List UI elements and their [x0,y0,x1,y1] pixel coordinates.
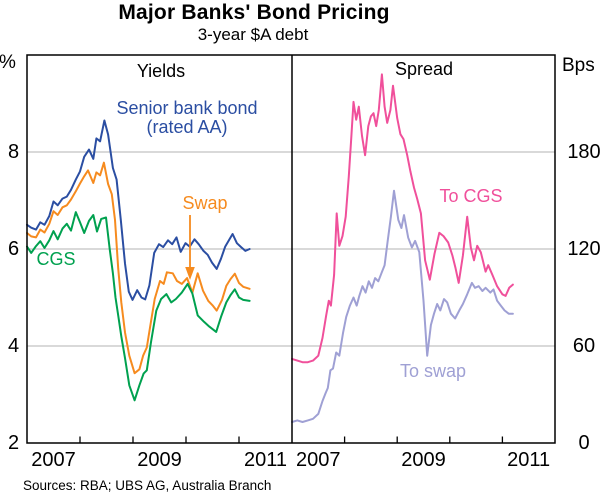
x-year-label-spread-2011: 2011 [507,449,551,471]
series-label-to-cgs: To CGS [439,186,503,206]
series-label-senior-line1: Senior bank bond [116,98,258,118]
panel-title-yields: Yields [136,61,186,81]
chart-subtitle: 3-year $A debt [197,25,309,44]
x-year-label-spread-2009: 2009 [401,449,446,471]
series-line-to_cgs [291,73,514,364]
y-axis-label-right-120: 120 [567,238,600,260]
series-label-senior-bank-bond: Senior bank bond (rated AA) [116,99,257,137]
series-label-cgs: CGS [36,249,76,269]
sources-note: Sources: RBA; UBS AG, Australia Branch [23,478,272,493]
plot-frame [26,54,556,444]
y-axis-label-left-6: 6 [7,238,20,260]
y-axis-label-right-60: 60 [572,335,596,357]
x-year-label-spread-2007: 2007 [296,449,341,471]
series-label-to-swap: To swap [399,361,467,381]
y-axis-label-left-8: 8 [7,141,20,163]
right-axis-unit-label: Bps [562,55,595,76]
y-axis-label-right-0: 0 [578,432,590,454]
y-axis-label-right-180: 180 [567,141,600,163]
series-line-cgs [26,211,251,402]
series-line-to_swap [291,189,514,423]
left-axis-unit-label: % [0,52,16,73]
page-title: Major Banks' Bond Pricing [118,1,390,24]
series-label-senior-line2: (rated AA) [146,117,228,137]
series-label-swap: Swap [182,193,228,213]
swap-arrow-icon [185,215,195,280]
x-year-label-yields-2007: 2007 [31,449,76,471]
y-axis-label-left-4: 4 [7,335,20,357]
swap-arrow-head [185,267,195,280]
panel-title-spread: Spread [394,59,454,79]
x-year-label-yields-2009: 2009 [137,449,182,471]
x-year-label-yields-2011: 2011 [243,449,287,471]
series-line-swap [26,161,251,375]
y-axis-label-left-2: 2 [7,432,20,454]
series-line-senior_bank_bond [26,119,251,301]
